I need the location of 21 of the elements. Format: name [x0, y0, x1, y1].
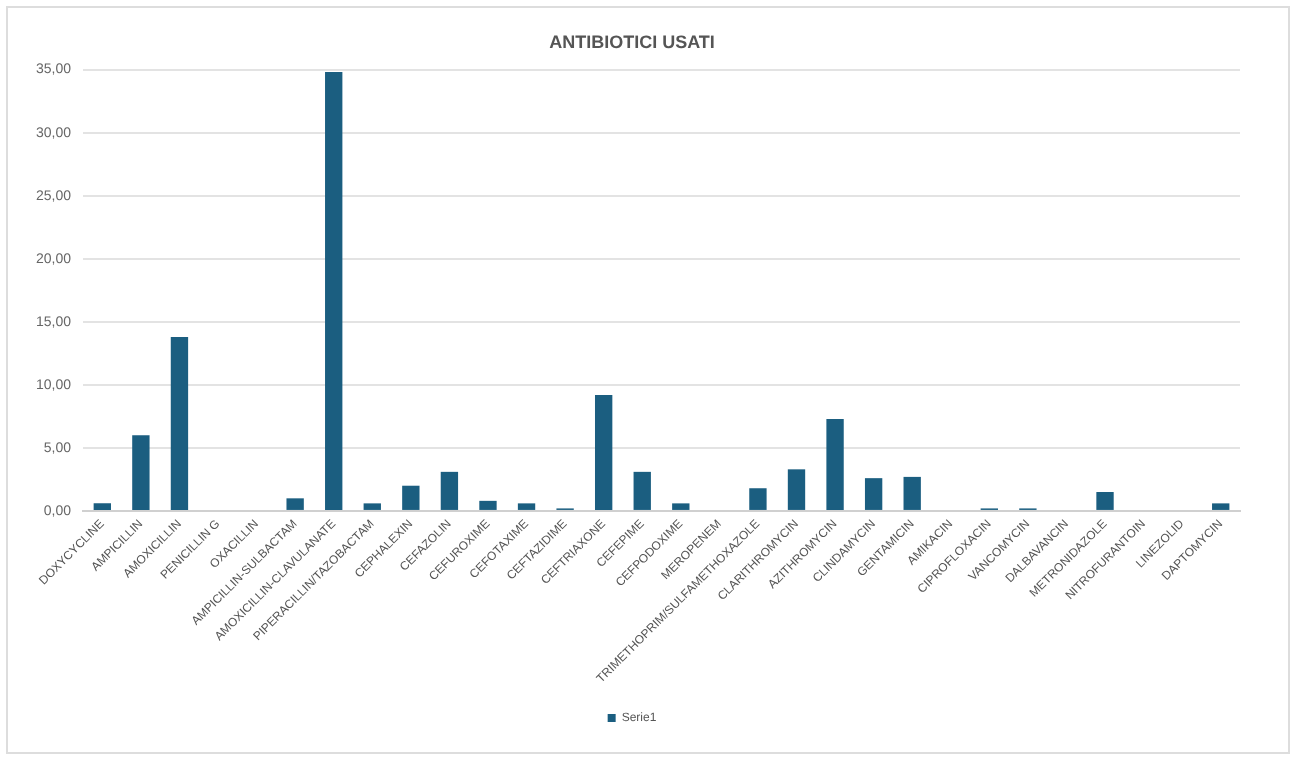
bar [826, 418, 844, 510]
bar [594, 394, 613, 510]
bar [864, 478, 883, 510]
chart-title: ANTIBIOTICI USATI [549, 31, 715, 52]
bar [170, 336, 189, 510]
bar [517, 503, 536, 510]
bar [633, 471, 651, 510]
bar [672, 503, 690, 510]
bar [132, 435, 150, 510]
bar [1096, 492, 1114, 510]
bar [903, 476, 921, 510]
bar [325, 72, 343, 510]
bar [402, 485, 420, 510]
bar [440, 471, 459, 510]
bar [363, 503, 381, 510]
bar [1212, 503, 1230, 510]
bar [787, 469, 806, 510]
bar [286, 498, 304, 510]
bar [479, 500, 497, 510]
bar [93, 503, 111, 510]
bar [749, 488, 767, 510]
